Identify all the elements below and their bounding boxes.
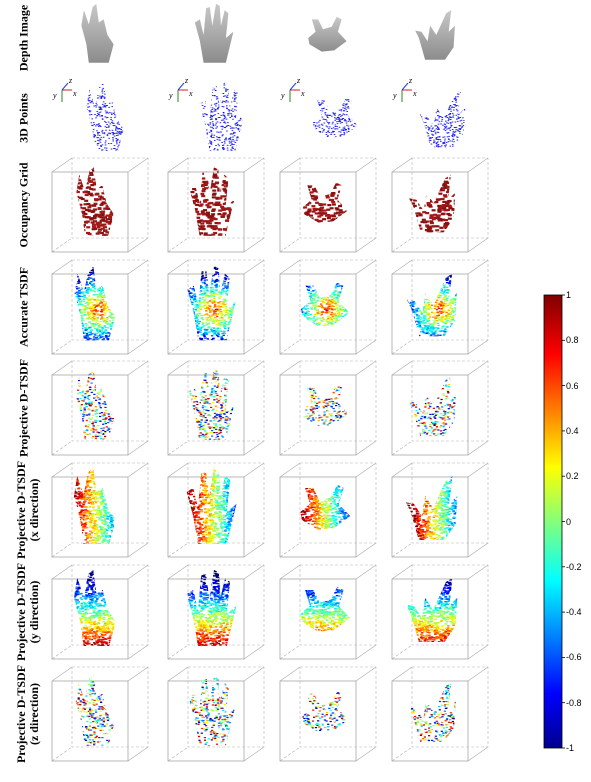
volume-box-panel xyxy=(391,462,489,558)
axis-triad-icon: x y z xyxy=(168,76,193,102)
volume-box-panel xyxy=(391,360,489,456)
axis-x-label: x xyxy=(188,89,193,98)
axis-triad-icon: x y z xyxy=(280,76,305,102)
volume-box-panel xyxy=(279,157,377,253)
volume-box-panel xyxy=(279,259,377,355)
colorbar-tick-label: -0.8 xyxy=(566,698,582,708)
axis-x-label: x xyxy=(300,89,305,98)
colorbar-tick-label: -1 xyxy=(566,743,574,753)
row-label-subtext: (x direction) xyxy=(27,479,41,542)
row-label: Accurate TSDF xyxy=(17,267,31,347)
volume-box-panel xyxy=(279,462,377,558)
colorbar-tick-label: -0.2 xyxy=(566,562,582,572)
volume-box-panel xyxy=(391,666,489,762)
volume-box-panel xyxy=(167,564,265,660)
volume-box-panel xyxy=(51,564,149,660)
volume-box-panel xyxy=(51,462,149,558)
axis-y-label: y xyxy=(168,91,173,100)
axis-triad-icon: x y z xyxy=(392,76,417,102)
colorbar-tick-label: 0.4 xyxy=(566,426,579,436)
volume-box-panel xyxy=(391,564,489,660)
row-label: Projective D-TSDF (y direction) xyxy=(14,563,41,661)
row-label-text: Depth Image xyxy=(17,5,31,71)
volume-box-panel xyxy=(51,666,149,762)
row-label: Depth Image xyxy=(17,5,31,71)
colorbar xyxy=(543,294,565,749)
volume-box-panel xyxy=(391,259,489,355)
colorbar-gradient xyxy=(543,294,563,749)
volume-box-panel xyxy=(51,259,149,355)
axis-y-label: y xyxy=(52,91,57,100)
point-cloud-panel: x y z xyxy=(52,76,124,151)
volume-box-panel xyxy=(167,666,265,762)
volume-box-panel xyxy=(51,157,149,253)
volume-box-panel xyxy=(279,360,377,456)
volume-box-panel xyxy=(391,157,489,253)
axis-z-label: z xyxy=(296,76,301,85)
depth-image-panel xyxy=(81,3,114,63)
row-label-text: Projective D-TSDF xyxy=(17,359,31,457)
colorbar-tick-label: 0.2 xyxy=(566,471,579,481)
colorbar-tick-label: 0.8 xyxy=(566,335,579,345)
axis-triad-icon: x y z xyxy=(52,76,77,102)
row-label: Projective D-TSDF xyxy=(17,359,31,457)
colorbar-tick-label: 1 xyxy=(566,290,571,300)
depth-image-panel xyxy=(194,3,234,63)
point-cloud-panel: x y z xyxy=(280,76,358,138)
row-label-text: Occupancy Grid xyxy=(17,162,31,247)
row-label-text: Projective D-TSDF xyxy=(14,563,28,661)
volume-box-panel xyxy=(167,157,265,253)
row-label-text: 3D Points xyxy=(17,93,31,143)
depth-image-panel xyxy=(308,16,347,52)
point-cloud-panel: x y z xyxy=(168,76,245,151)
volume-box-panel xyxy=(167,462,265,558)
row-label: 3D Points xyxy=(17,93,31,143)
volume-box-panel xyxy=(279,666,377,762)
volume-box-panel xyxy=(51,360,149,456)
row-label: Projective D-TSDF (z direction) xyxy=(14,665,41,763)
row-label-text: Projective D-TSDF xyxy=(14,461,28,559)
colorbar-tick-label: 0 xyxy=(566,517,571,527)
axis-x-label: x xyxy=(412,89,417,98)
row-label-subtext: (z direction) xyxy=(27,683,41,745)
volume-box-panel xyxy=(167,259,265,355)
axis-z-label: z xyxy=(184,76,189,85)
colorbar-tick-label: 0.6 xyxy=(566,381,579,391)
axis-z-label: z xyxy=(408,76,413,85)
row-label-text: Accurate TSDF xyxy=(17,267,31,347)
volume-box-panel xyxy=(279,564,377,660)
depth-image-panel xyxy=(415,10,455,60)
row-label: Projective D-TSDF (x direction) xyxy=(14,461,41,559)
volume-box-panel xyxy=(167,360,265,456)
row-label-subtext: (y direction) xyxy=(27,581,41,644)
axis-y-label: y xyxy=(280,91,285,100)
axis-z-label: z xyxy=(68,76,73,85)
point-cloud-panel: x y z xyxy=(392,76,466,148)
colorbar-tick-label: -0.6 xyxy=(566,652,582,662)
row-label: Occupancy Grid xyxy=(17,162,31,247)
row-label-text: Projective D-TSDF xyxy=(14,665,28,763)
axis-x-label: x xyxy=(72,89,77,98)
colorbar-tick-label: -0.4 xyxy=(566,607,582,617)
axis-y-label: y xyxy=(392,91,397,100)
